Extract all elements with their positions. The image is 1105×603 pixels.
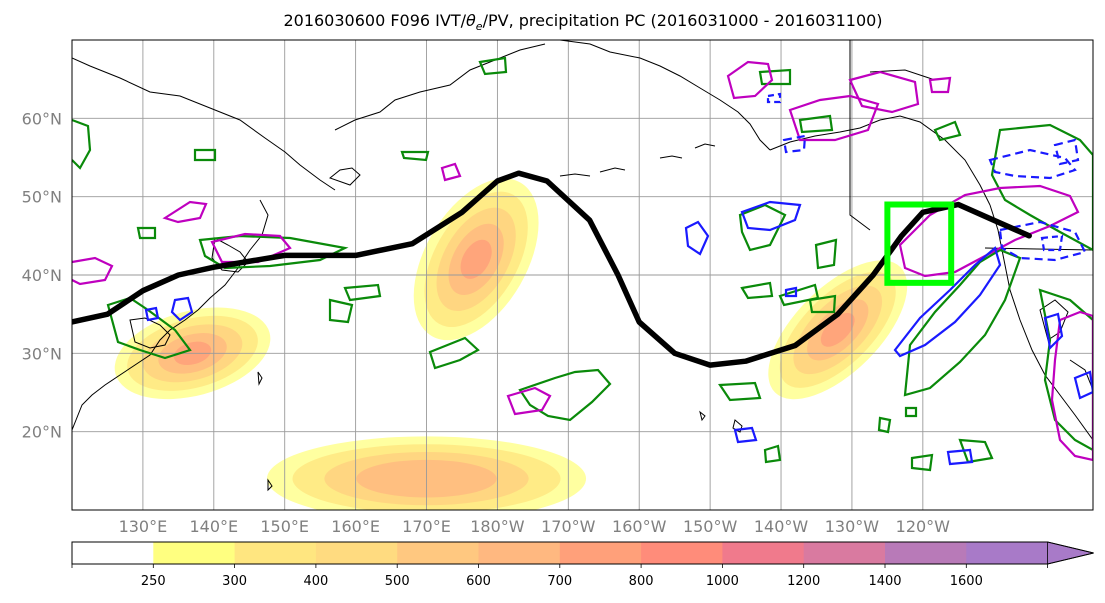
map-border [71, 39, 1094, 511]
theta-e-contour [72, 170, 1032, 368]
colorbar-tick-label: 1000 [706, 574, 739, 589]
colorbar-extend-arrow [1047, 541, 1094, 565]
colorbar-outline [71, 541, 1094, 565]
lon-tick-label: 170°E [402, 517, 451, 536]
lon-tick-label: 170°W [541, 517, 596, 536]
lon-tick-label: 130°W [825, 517, 880, 536]
colorbar-tick-label: 500 [385, 574, 410, 589]
title-theta-sub: e [476, 20, 483, 33]
colorbar-tick-label: 1400 [868, 574, 901, 589]
colorbar-cell [966, 542, 1049, 564]
colorbar-cell [559, 542, 642, 564]
colorbar-tick-label: 1200 [787, 574, 820, 589]
lon-tick-label: 150°E [260, 517, 309, 536]
colorbar-cell [885, 542, 967, 564]
colorbar-cells [72, 542, 1049, 564]
colorbar-tick-label: 1600 [950, 574, 983, 589]
lon-tick-label: 140°W [754, 517, 809, 536]
title-suffix: /PV, precipitation PC (2016031000 - 2016… [483, 11, 883, 30]
lat-tick-label: 50°N [22, 188, 62, 207]
magenta-contours [72, 60, 1093, 462]
title-prefix: 2016030600 F096 IVT/ [283, 11, 466, 30]
graticule [72, 40, 1093, 510]
colorbar-tick-label: 700 [547, 574, 572, 589]
colorbar-cell [397, 542, 479, 564]
precipitation-box [884, 201, 955, 286]
colorbar-tick-label: 600 [466, 574, 491, 589]
lon-tick-label: 180°W [470, 517, 525, 536]
lon-tick-label: 140°E [189, 517, 238, 536]
lat-tick-label: 60°N [22, 109, 62, 128]
lat-tick-label: 40°N [22, 266, 62, 285]
lon-tick-label: 130°E [119, 517, 168, 536]
colorbar-cell [641, 542, 723, 564]
chart-title: 2016030600 F096 IVT/θe/PV, precipitation… [283, 11, 882, 33]
colorbar-cell [234, 542, 317, 564]
lon-tick-label: 160°E [331, 517, 380, 536]
longitude-labels: 130°E 140°E 150°E 160°E 170°E 180°W 170°W 160°W… [119, 517, 951, 536]
ivt-band-600 [820, 312, 855, 347]
colorbar-cell [478, 542, 561, 564]
colorbar-cell [153, 542, 236, 564]
colorbar-cell [803, 542, 886, 564]
lat-tick-label: 20°N [22, 423, 62, 442]
lat-tick-label: 30°N [22, 344, 62, 363]
ivt-band-600 [460, 239, 492, 279]
colorbar-tick-label: 250 [141, 574, 166, 589]
plume-west-coast [768, 260, 908, 400]
title-theta: θ [466, 11, 476, 30]
colorbar-cell [72, 542, 154, 564]
lon-tick-label: 160°W [612, 517, 667, 536]
blue-contours [144, 92, 1093, 466]
colorbar: 250 300 400 500 600 700 800 1000 1200 1400 1600 [71, 541, 1094, 589]
lon-tick-label: 150°W [683, 517, 738, 536]
colorbar-ticks: 250 300 400 500 600 700 800 1000 1200 1400 1600 [71, 564, 1048, 589]
colorbar-tick-label: 800 [629, 574, 654, 589]
colorbar-tick-label: 300 [222, 574, 247, 589]
latitude-labels: 20°N 30°N 40°N 50°N 60°N [22, 109, 62, 441]
coastlines [72, 40, 1093, 492]
colorbar-tick-label: 400 [303, 574, 328, 589]
lon-tick-label: 120°W [896, 517, 951, 536]
colorbar-cell [315, 542, 398, 564]
plume-dateline [413, 178, 539, 341]
map-panel [72, 40, 1093, 510]
colorbar-cell [722, 542, 805, 564]
